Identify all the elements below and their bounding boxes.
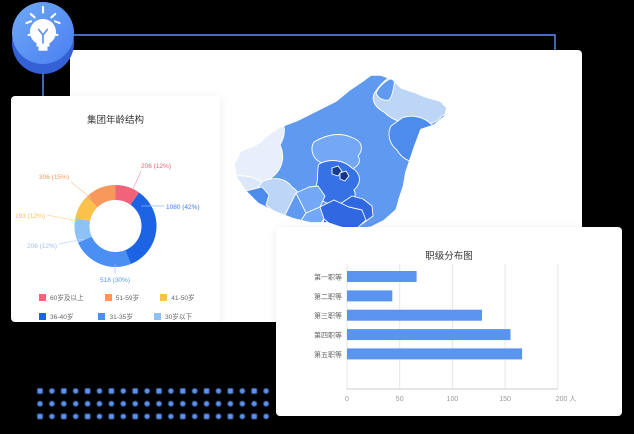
svg-text:193 (12%): 193 (12%) bbox=[15, 213, 45, 220]
svg-text:第一职等: 第一职等 bbox=[314, 273, 342, 282]
svg-text:第五职等: 第五职等 bbox=[314, 350, 342, 359]
svg-text:100: 100 bbox=[447, 396, 459, 403]
svg-text:第三职等: 第三职等 bbox=[314, 311, 342, 320]
svg-text:第四职等: 第四职等 bbox=[314, 331, 342, 340]
svg-text:518 (30%): 518 (30%) bbox=[100, 277, 130, 284]
svg-text:200 人: 200 人 bbox=[556, 395, 577, 403]
svg-text:0: 0 bbox=[345, 396, 349, 403]
svg-text:1080 (42%): 1080 (42%) bbox=[166, 204, 200, 211]
svg-text:206 (12%): 206 (12%) bbox=[141, 163, 171, 170]
svg-text:150: 150 bbox=[499, 396, 511, 403]
svg-text:第二职等: 第二职等 bbox=[314, 292, 342, 301]
svg-text:50: 50 bbox=[396, 396, 404, 403]
svg-text:306 (15%): 306 (15%) bbox=[39, 174, 69, 181]
svg-text:206 (12%): 206 (12%) bbox=[27, 243, 57, 250]
